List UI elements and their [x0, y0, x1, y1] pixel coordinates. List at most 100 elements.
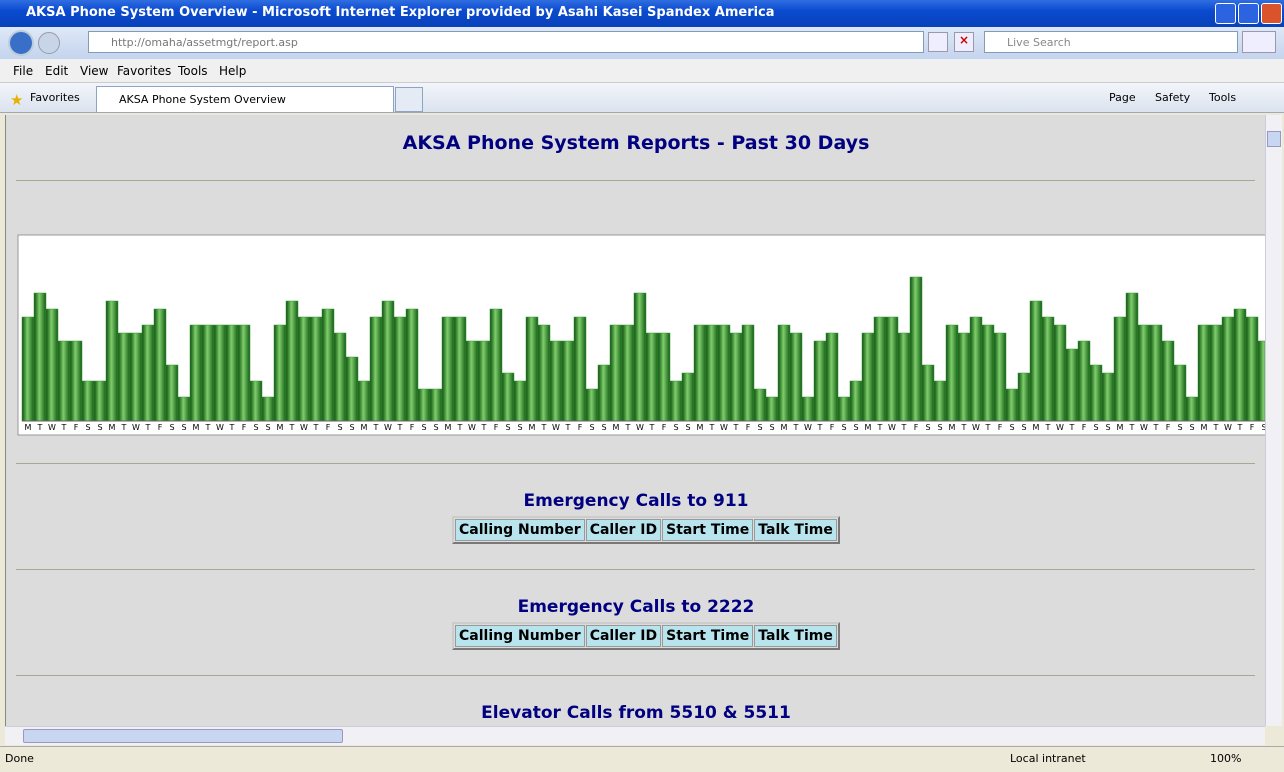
bar	[729, 332, 743, 422]
maximize[interactable]	[1238, 3, 1259, 24]
bar	[1029, 300, 1043, 422]
x-tick-label: W	[720, 423, 728, 432]
bar	[1017, 372, 1031, 422]
bar	[513, 380, 527, 422]
bar	[501, 372, 515, 422]
x-tick-label: F	[1082, 423, 1087, 432]
bar	[657, 332, 671, 422]
bar	[249, 380, 263, 422]
refresh[interactable]	[928, 32, 948, 52]
x-tick-label: T	[121, 423, 127, 432]
scroll-thumb[interactable]	[23, 729, 343, 743]
bar	[453, 316, 467, 422]
x-tick-label: S	[505, 423, 510, 432]
x-tick-label: M	[25, 423, 32, 432]
x-tick-label: T	[373, 423, 379, 432]
x-tick-label: S	[925, 423, 930, 432]
command[interactable]: Safety	[1155, 91, 1191, 104]
bar	[33, 292, 47, 422]
bar	[165, 364, 179, 422]
scroll-thumb[interactable]	[1267, 131, 1281, 147]
bar	[297, 316, 311, 422]
section-heading: Emergency Calls to 2222	[517, 597, 755, 617]
bar	[345, 356, 359, 422]
bar	[537, 324, 551, 422]
horizontal-scrollbar[interactable]	[5, 726, 1265, 745]
x-tick-label: S	[1009, 423, 1014, 432]
x-tick-label: M	[109, 423, 116, 432]
x-tick-label: S	[421, 423, 426, 432]
x-tick-label: T	[229, 423, 235, 432]
x-tick-label: M	[613, 423, 620, 432]
bar	[1257, 340, 1265, 422]
x-tick-label: M	[277, 423, 284, 432]
command[interactable]: Tools	[1209, 91, 1237, 104]
x-tick-label: M	[193, 423, 200, 432]
x-tick-label: T	[565, 423, 571, 432]
x-tick-label: T	[397, 423, 403, 432]
bar	[609, 324, 623, 422]
bar	[405, 308, 419, 422]
x-tick-label: S	[769, 423, 774, 432]
divider	[16, 569, 1255, 570]
x-tick-label: F	[410, 423, 415, 432]
new-tab[interactable]	[395, 87, 423, 112]
address-bar[interactable]: http://omaha/assetmgt/report.asp	[88, 31, 924, 53]
x-tick-label: F	[746, 423, 751, 432]
x-tick-label: T	[289, 423, 295, 432]
command[interactable]: Page	[1109, 91, 1136, 104]
x-tick-label: M	[865, 423, 872, 432]
back-button[interactable]	[8, 30, 34, 56]
x-tick-label: T	[541, 423, 547, 432]
menu-item[interactable]: Tools	[178, 64, 208, 78]
favorites-button[interactable]: Favorites	[30, 91, 80, 104]
x-tick-label: T	[1237, 423, 1243, 432]
bar	[381, 300, 395, 422]
bar	[273, 324, 287, 422]
zoom-level[interactable]: 100%	[1210, 752, 1242, 765]
x-tick-label: W	[48, 423, 56, 432]
stop[interactable]: ×	[954, 32, 974, 52]
minimize[interactable]	[1215, 3, 1236, 24]
bar	[813, 340, 827, 422]
forward-button[interactable]	[38, 32, 60, 54]
menu-item[interactable]: View	[80, 64, 109, 78]
bar	[225, 324, 239, 422]
menu-item[interactable]: Help	[219, 64, 247, 78]
bar	[1173, 364, 1187, 422]
close[interactable]	[1261, 3, 1282, 24]
x-tick-label: W	[1140, 423, 1148, 432]
menu-item[interactable]: Edit	[45, 64, 69, 78]
x-tick-label: T	[61, 423, 67, 432]
vertical-scrollbar[interactable]	[1265, 115, 1282, 726]
bar	[309, 316, 323, 422]
search-button[interactable]	[1242, 31, 1276, 53]
x-tick-label: T	[901, 423, 907, 432]
divider	[16, 180, 1255, 181]
bar	[489, 308, 503, 422]
x-tick-label: F	[662, 423, 667, 432]
bar	[693, 324, 707, 422]
column-header: Calling Number	[455, 519, 585, 541]
bar	[573, 316, 587, 422]
bar	[177, 396, 191, 422]
bar	[1005, 388, 1019, 422]
table: Calling Number Caller ID Start Time Talk Ti…	[452, 516, 840, 544]
bar	[897, 332, 911, 422]
x-tick-label: W	[468, 423, 476, 432]
tab[interactable]: AKSA Phone System Overview	[96, 86, 394, 112]
x-tick-label: M	[1117, 423, 1124, 432]
security-zone: Local intranet	[1010, 752, 1086, 765]
bar	[669, 380, 683, 422]
menu-item[interactable]: Favorites	[117, 64, 172, 78]
bar	[201, 324, 215, 422]
bar	[1149, 324, 1163, 422]
column-header: Start Time	[662, 519, 754, 541]
x-tick-label: T	[817, 423, 823, 432]
search-box[interactable]: Live Search	[984, 31, 1238, 53]
bar	[285, 300, 299, 422]
bar	[1089, 364, 1103, 422]
bar	[1233, 308, 1247, 422]
menu-item[interactable]: File	[13, 64, 34, 78]
x-tick-label: M	[1033, 423, 1040, 432]
